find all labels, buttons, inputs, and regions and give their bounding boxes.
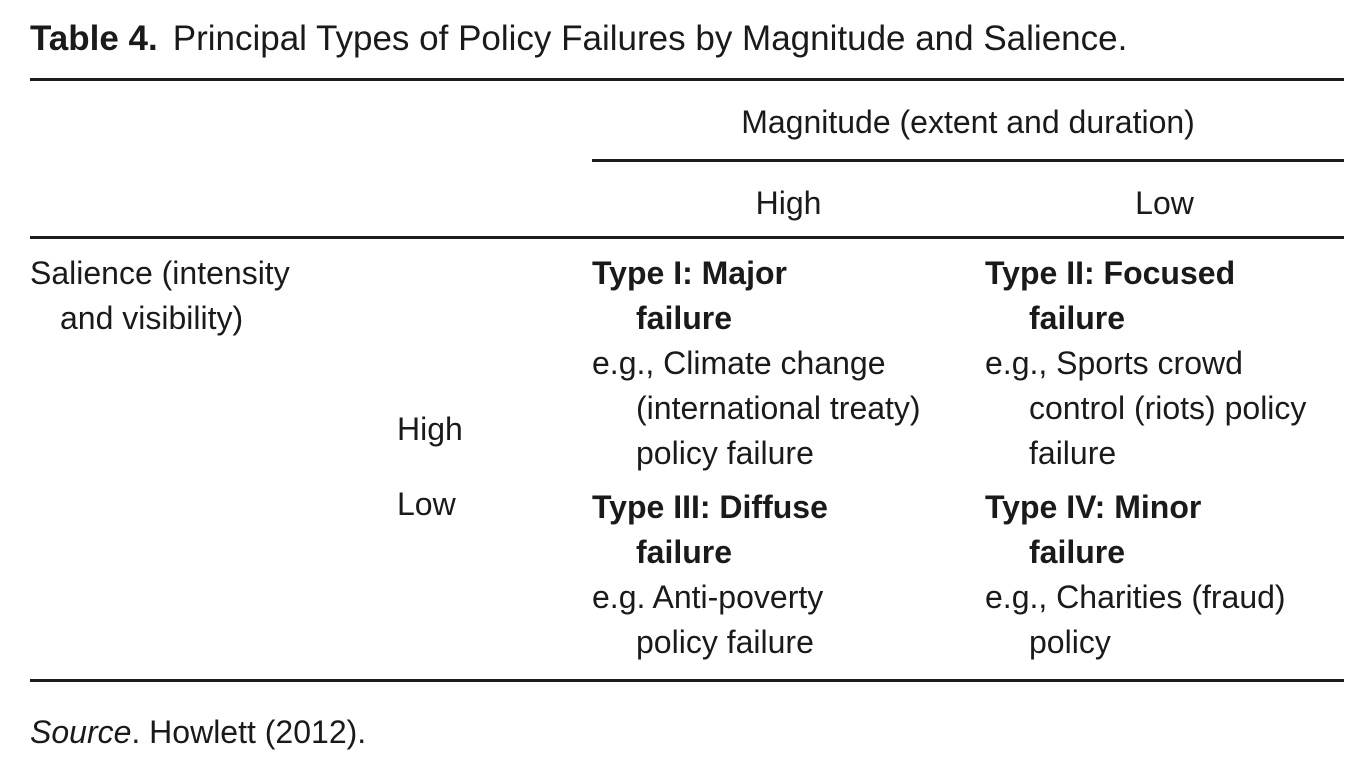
magnitude-group-header: Magnitude (extent and duration): [592, 81, 1344, 162]
type-iv-example-line-2: policy: [1029, 624, 1111, 660]
table-caption: Table 4. Principal Types of Policy Failu…: [30, 0, 1344, 81]
type-iv-example-line-1: e.g., Charities (fraud): [985, 579, 1286, 615]
column-header-magnitude-high: High: [755, 184, 822, 221]
type-iv-heading-line-2: failure: [1029, 534, 1126, 570]
header-stub-cell: [30, 162, 592, 236]
type-ii-example-line-2: control (riots) policy: [1029, 390, 1307, 426]
type-iii-heading-line-1: Type III: Diffuse: [592, 489, 828, 525]
cell-type-iii: Type III: Diffuse failure e.g. Anti-pove…: [592, 485, 985, 679]
type-i-heading-line-1: Type I: Major: [592, 255, 787, 291]
table-title-text: Principal Types of Policy Failures by Ma…: [172, 19, 1128, 58]
type-i-example-line-3: policy failure: [636, 435, 814, 471]
type-ii-example-line-3: failure: [1029, 435, 1117, 471]
table-number-label: Table 4.: [30, 19, 158, 58]
type-iii-example-line-1: e.g. Anti-poverty: [592, 579, 824, 615]
cell-type-iv: Type IV: Minor failure e.g., Charities (…: [985, 485, 1344, 679]
row-header-spacer-cell: [30, 485, 592, 679]
type-iii-example-line-2: policy failure: [636, 624, 814, 660]
type-iv-heading-line-1: Type IV: Minor: [985, 489, 1202, 525]
table-sheet: Table 4. Principal Types of Policy Failu…: [30, 0, 1344, 755]
row-header-salience-low: Low: [397, 486, 456, 522]
row-header-salience-high: High: [397, 411, 463, 447]
source-note: Source. Howlett (2012).: [30, 682, 1344, 755]
column-group-header-row: Magnitude (extent and duration): [30, 81, 1344, 162]
cell-type-ii: Type II: Focused failure e.g., Sports cr…: [985, 239, 1344, 485]
salience-label-line-1: Salience (intensity: [30, 255, 290, 291]
type-i-example-line-1: e.g., Climate change: [592, 345, 886, 381]
type-ii-heading-line-1: Type II: Focused: [985, 255, 1236, 291]
source-label: Source: [30, 714, 132, 750]
type-i-example-line-2: (international treaty): [636, 390, 921, 426]
cell-type-i: Type I: Major failure e.g., Climate chan…: [592, 239, 985, 485]
type-i-heading-line-2: failure: [636, 300, 733, 336]
column-header-row: High Low: [30, 162, 1344, 239]
type-iii-heading-line-2: failure: [636, 534, 733, 570]
table-body: Salience (intensity and visibility) Type…: [30, 239, 1344, 682]
salience-row-group-header: Salience (intensity and visibility): [30, 239, 592, 485]
type-ii-heading-line-2: failure: [1029, 300, 1126, 336]
source-citation: . Howlett (2012).: [131, 714, 367, 750]
salience-label-line-2: and visibility): [60, 300, 244, 336]
column-header-magnitude-low: Low: [1135, 184, 1194, 221]
header-stub-cell: [30, 81, 592, 162]
type-ii-example-line-1: e.g., Sports crowd: [985, 345, 1243, 381]
